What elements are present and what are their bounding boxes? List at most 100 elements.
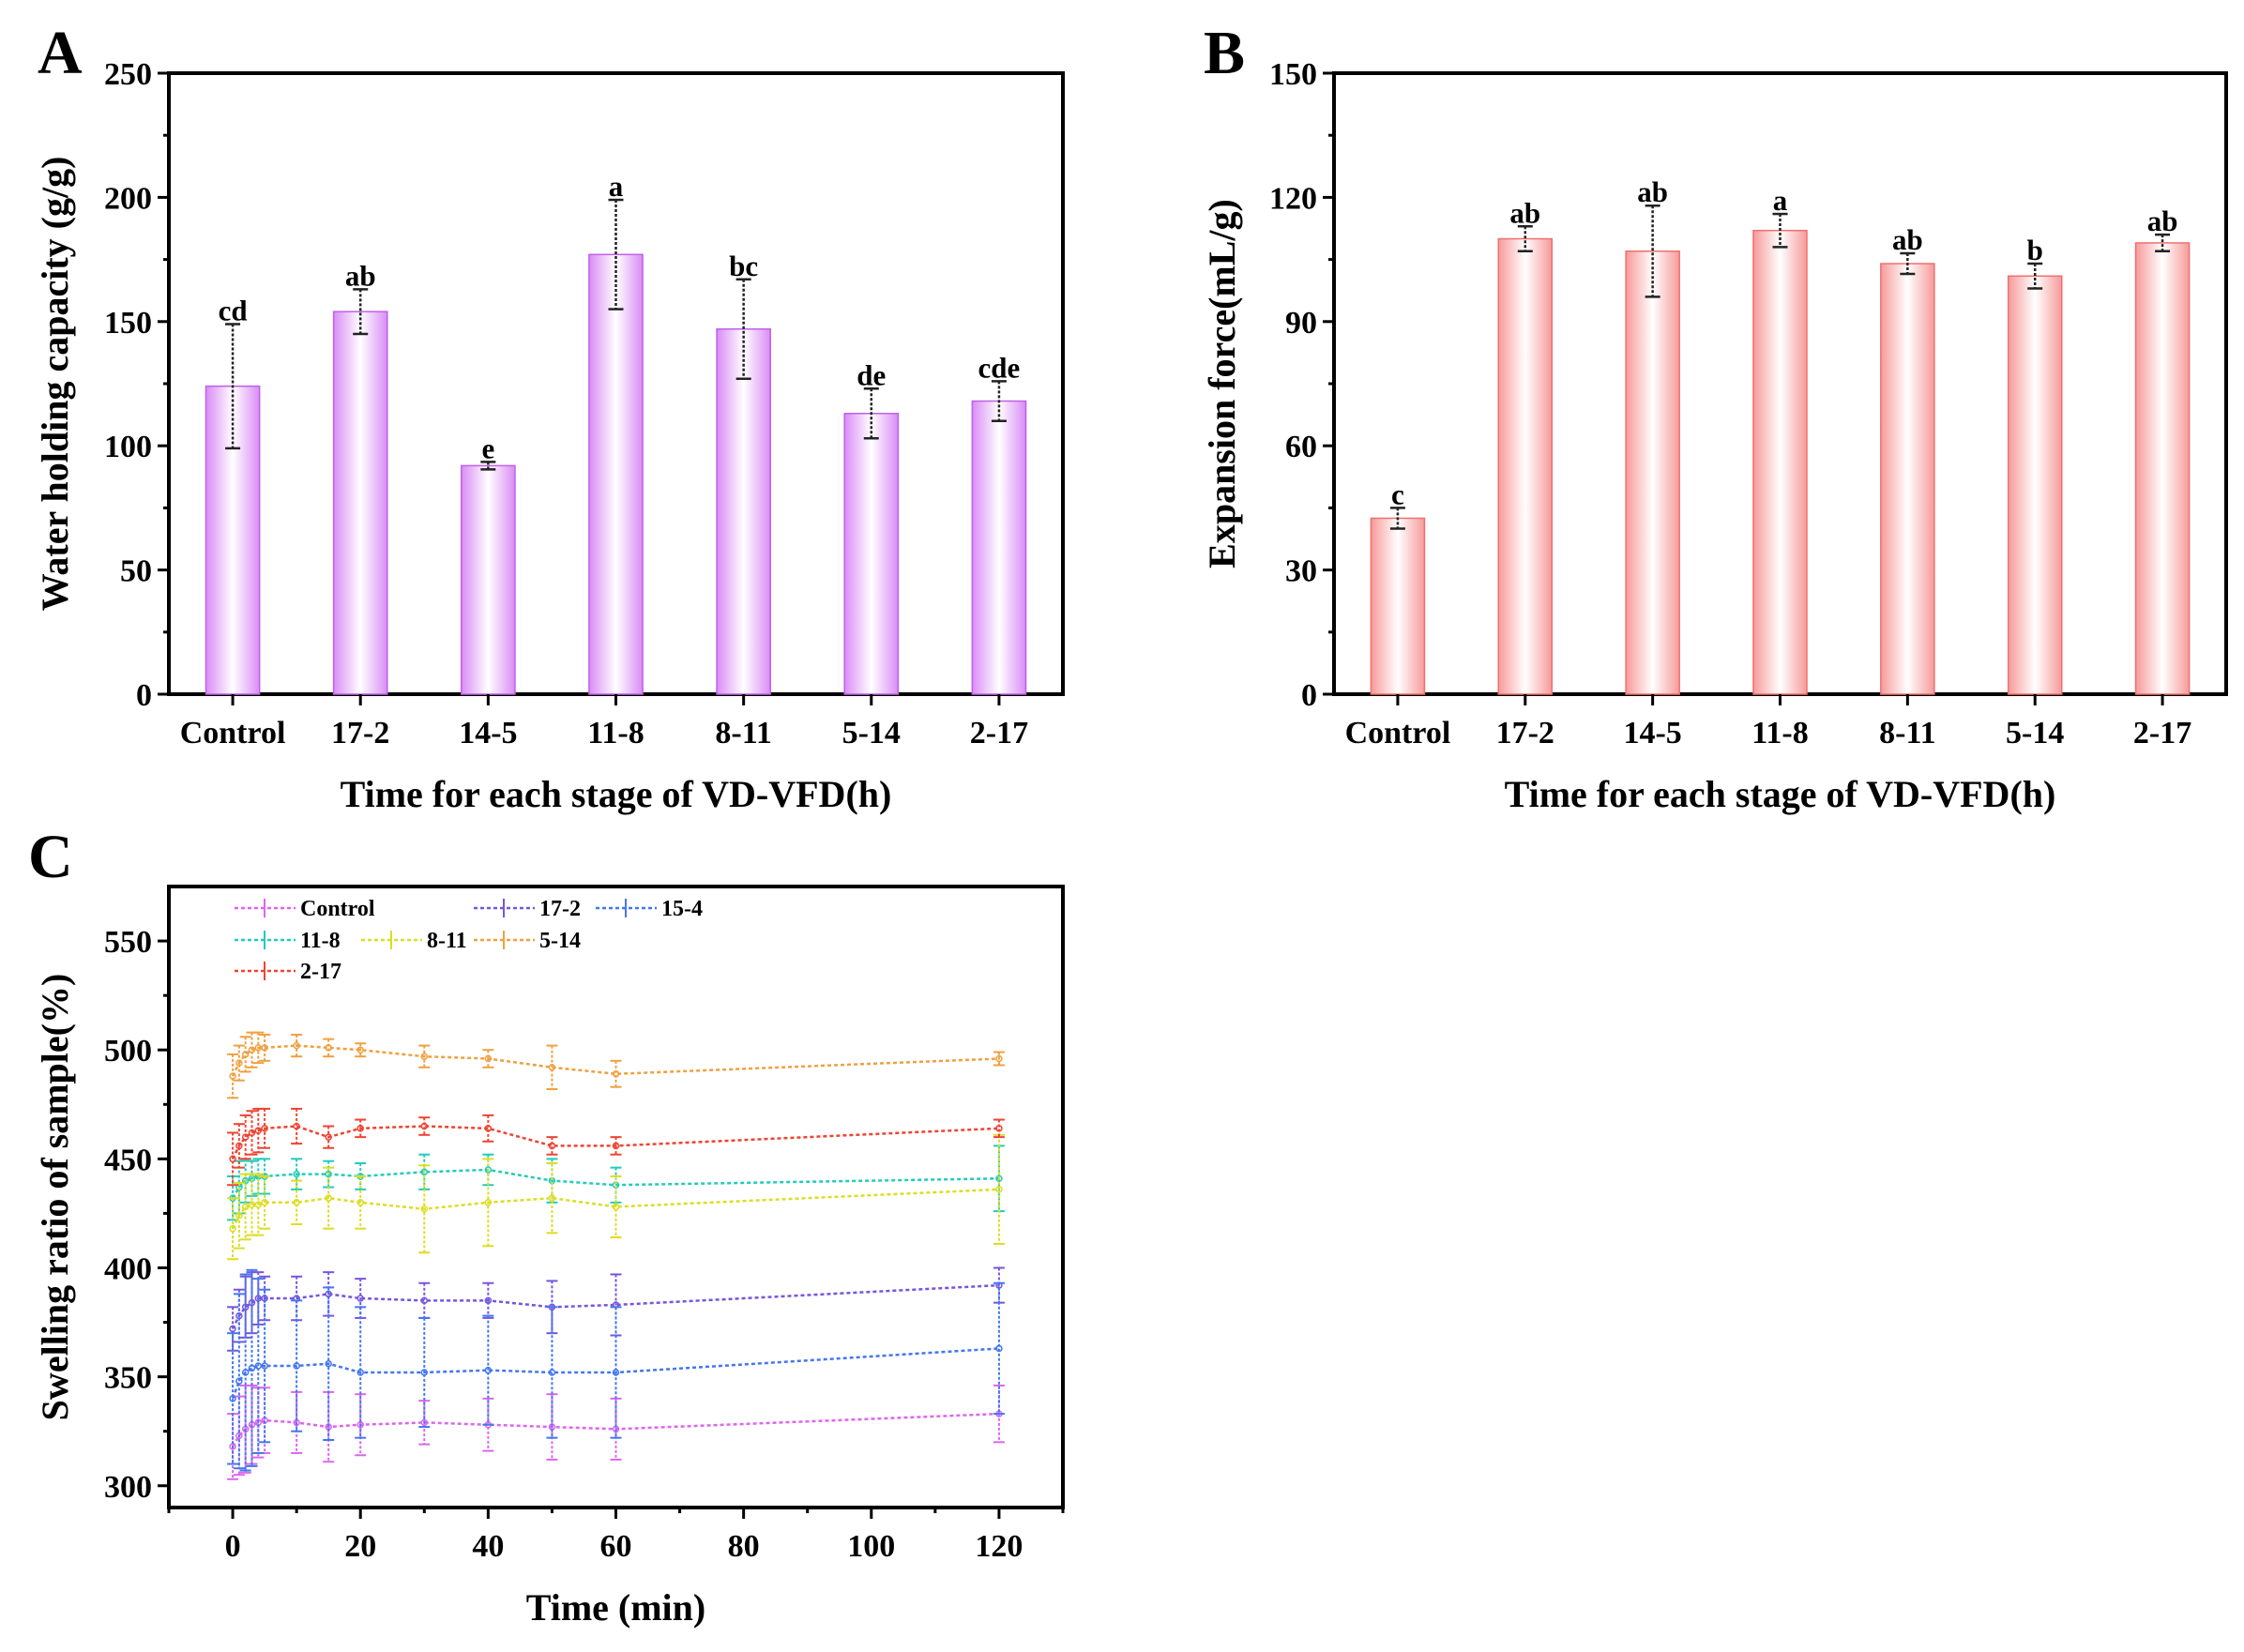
legend-item-5-14: 5-14 [474,929,581,953]
x-tick-label: 120 [975,1529,1023,1564]
data-point [548,1369,556,1376]
x-tick-label: 2-17 [2133,716,2191,750]
y-tick-label: 350 [104,1361,152,1396]
x-tick-label: 14-5 [1623,716,1681,750]
data-point [229,1155,236,1163]
data-point [612,1142,620,1150]
data-point [293,1170,300,1178]
data-point [420,1168,429,1176]
bar-Control [1370,517,1426,695]
bar-11-8 [1752,229,1808,695]
legend-item-17-2: 17-2 [474,897,581,921]
x-tick-label: 5-14 [2006,716,2064,750]
legend-label: 11-8 [300,929,341,953]
legend-item-Control: Control [235,897,375,921]
y-tick-label: 500 [104,1034,152,1068]
legend-label: Control [300,897,375,921]
x-tick-label: 14-5 [459,716,517,750]
significance-label: e [481,432,494,464]
data-point [484,1199,493,1206]
data-point [995,1344,1003,1353]
significance-label: cd [219,294,248,326]
data-point [325,1044,332,1052]
bar-14-5 [1625,250,1680,695]
data-point [293,1122,300,1130]
data-point [254,1044,263,1052]
y-tick-label: 0 [136,678,152,713]
y-tick-label: 60 [1285,430,1317,464]
data-point [235,1059,243,1067]
data-point [420,1122,429,1130]
data-point [548,1194,556,1202]
bar-11-8 [588,253,644,695]
data-point [293,1199,300,1206]
y-tick-label: 0 [1301,678,1317,713]
x-tick-label: Control [180,716,286,750]
y-tick-label: 250 [104,57,152,92]
y-tick-label: 50 [120,554,152,589]
x-tick-label: 40 [472,1529,504,1564]
x-tick-label: 11-8 [1751,716,1808,750]
significance-label: de [857,358,886,391]
x-tick-label: 17-2 [331,716,389,750]
data-point [325,1290,332,1298]
panel-label-a: A [38,19,83,87]
bar-17-2 [1497,237,1554,695]
data-point [241,1176,250,1185]
data-point [229,1395,236,1402]
data-point [254,1127,263,1134]
y-tick-label: 150 [104,306,152,341]
data-point [484,1054,493,1063]
y-tick-label: 150 [1269,57,1317,92]
data-point [420,1296,429,1305]
significance-label: ab [1509,196,1540,229]
bar-5-14 [843,413,900,695]
series-line-8-11 [231,1188,999,1230]
data-point [548,1064,556,1071]
legend-item-8-11: 8-11 [361,929,467,953]
x-tick-label: 0 [225,1529,241,1564]
significance-label: b [2027,234,2043,266]
legend-item-11-8: 11-8 [235,929,341,953]
data-point [261,1362,268,1370]
data-point [235,1377,243,1386]
x-axis-title: Time (min) [526,1586,705,1629]
y-tick-label: 450 [104,1143,152,1177]
legend-item-2-17: 2-17 [235,960,341,984]
legend-label: 8-11 [427,929,467,953]
data-point [356,1046,364,1053]
panel-label-c: C [28,823,73,891]
data-point [995,1186,1003,1193]
x-tick-label: 8-11 [1879,716,1935,750]
data-point [248,1201,256,1208]
y-tick-label: 90 [1285,306,1317,341]
data-point [612,1369,620,1376]
panel-b: B 0 30 60 90 120 150 c Control ab 17-2 ab 14-5 a 11-8… [1201,19,2228,815]
significance-label: cde [978,351,1021,384]
data-point [484,1125,493,1132]
x-tick-label: 20 [344,1529,376,1564]
bar-8-11 [1880,263,1935,695]
data-point [241,1369,250,1376]
data-point [261,1125,268,1132]
data-point [229,1072,236,1080]
data-point [248,1129,256,1137]
y-tick-label: 300 [104,1470,152,1505]
bar-2-17 [971,400,1027,695]
data-point [261,1044,268,1052]
significance-label: ab [2147,205,2178,237]
data-point [995,1054,1003,1063]
y-axis-title: Expansion force(mL/g) [1201,199,1243,568]
significance-label: ab [1892,223,1923,256]
data-point [420,1053,429,1060]
data-point [548,1142,556,1150]
bar-8-11 [716,327,771,695]
significance-label: a [609,170,624,203]
significance-label: a [1773,184,1788,217]
data-point [325,1194,332,1202]
data-point [484,1296,493,1305]
data-point [254,1201,263,1208]
data-point [325,1170,332,1178]
x-tick-label: 80 [728,1529,760,1564]
